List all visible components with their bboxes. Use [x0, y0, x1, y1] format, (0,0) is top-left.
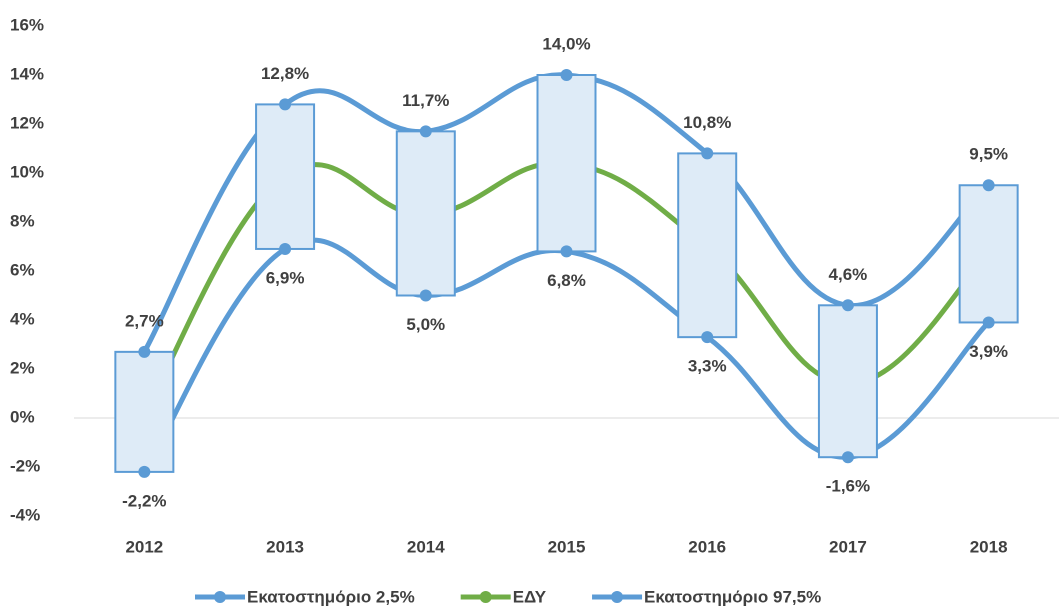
marker — [138, 345, 151, 358]
data-label: 3,3% — [688, 357, 727, 376]
legend-marker — [214, 591, 226, 603]
y-tick-label: -2% — [10, 456, 40, 475]
data-label: 11,7% — [402, 91, 449, 110]
range-box — [817, 304, 878, 459]
y-tick-label: 10% — [10, 162, 44, 181]
data-label: -2,2% — [122, 491, 166, 510]
data-label: 4,6% — [829, 265, 868, 284]
range-box — [536, 74, 597, 253]
marker — [138, 465, 151, 478]
marker — [279, 242, 292, 255]
marker — [419, 125, 432, 138]
data-label: 6,8% — [547, 271, 586, 290]
data-label: -1,6% — [826, 477, 870, 496]
data-label: 3,9% — [969, 342, 1008, 361]
marker — [560, 245, 573, 258]
y-tick-label: 14% — [10, 64, 44, 83]
marker — [701, 331, 714, 344]
legend-label: Εκατοστημόριο 2,5% — [247, 587, 415, 606]
y-tick-label: 2% — [10, 358, 35, 377]
y-tick-label: 12% — [10, 113, 44, 132]
legend-label: Εκατοστημόριο 97,5% — [644, 587, 821, 606]
marker — [841, 299, 854, 312]
marker — [841, 451, 854, 464]
legend-label: ΕΔΥ — [513, 587, 547, 606]
y-tick-label: 0% — [10, 407, 35, 426]
data-label: 10,8% — [683, 113, 731, 132]
marker — [560, 69, 573, 81]
range-box — [114, 350, 175, 473]
data-label: 9,5% — [969, 145, 1008, 164]
x-tick-label: 2017 — [829, 537, 867, 556]
marker — [701, 147, 714, 160]
y-tick-label: 8% — [10, 211, 35, 230]
x-tick-label: 2012 — [125, 537, 163, 556]
x-tick-label: 2014 — [407, 537, 445, 556]
y-tick-label: 4% — [10, 309, 35, 328]
range-box — [677, 152, 738, 339]
range-box — [255, 103, 316, 250]
x-tick-label: 2018 — [970, 537, 1008, 556]
marker — [982, 316, 995, 329]
range-box — [958, 184, 1019, 324]
y-tick-label: 6% — [10, 260, 35, 279]
x-tick-label: 2013 — [266, 537, 304, 556]
legend-marker — [611, 591, 624, 603]
marker — [982, 179, 995, 192]
data-label: 2,7% — [125, 311, 164, 330]
marker — [419, 289, 432, 302]
legend-marker — [479, 591, 492, 603]
y-tick-label: 16% — [10, 15, 44, 34]
data-label: 14,0% — [542, 34, 590, 53]
data-label: 6,9% — [266, 268, 305, 287]
data-label: 12,8% — [261, 64, 309, 83]
x-tick-label: 2016 — [688, 537, 726, 556]
data-label: 5,0% — [406, 315, 445, 334]
range-box — [395, 130, 456, 297]
marker — [279, 98, 292, 111]
x-tick-label: 2015 — [548, 537, 586, 556]
y-tick-label: -4% — [10, 505, 40, 524]
